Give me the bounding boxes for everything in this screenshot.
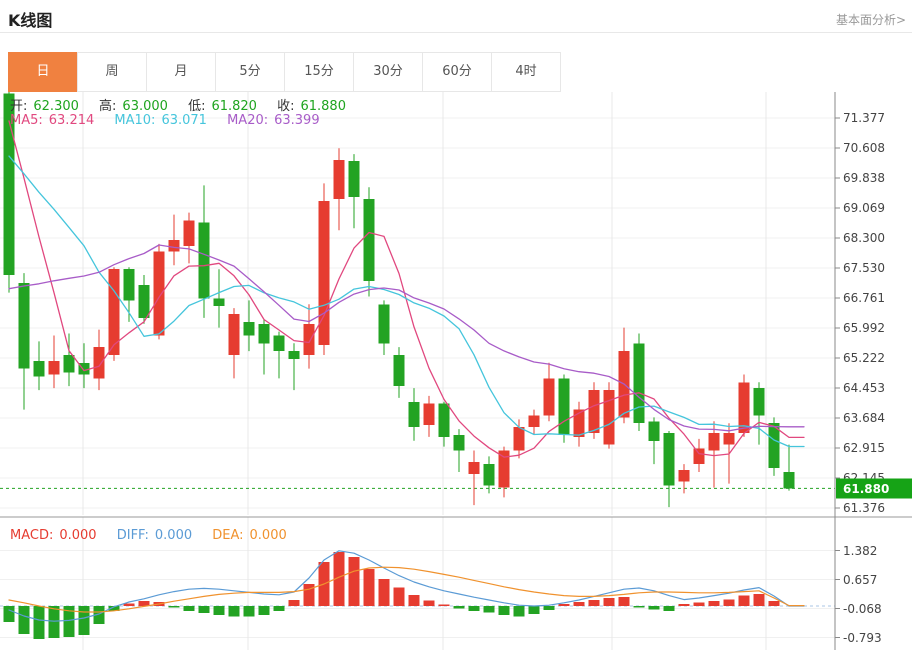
macd-histogram (3, 552, 780, 639)
dea-line (8, 566, 805, 613)
page-header: K线图 基本面分析> (0, 0, 912, 33)
fundamental-analysis-link[interactable]: 基本面分析> (835, 13, 906, 27)
svg-text:62.915: 62.915 (843, 441, 885, 455)
svg-text:71.377: 71.377 (843, 111, 885, 125)
period-tab-0[interactable]: 日 (8, 52, 78, 92)
svg-text:61.880: 61.880 (843, 482, 889, 496)
svg-text:61.376: 61.376 (843, 501, 885, 515)
current-price-badge: 61.880 (836, 478, 912, 499)
ma10-line (8, 155, 805, 448)
ma20-line (8, 244, 805, 432)
svg-text:65.222: 65.222 (843, 351, 885, 365)
svg-text:68.300: 68.300 (843, 231, 885, 245)
period-tab-1[interactable]: 周 (77, 52, 147, 92)
svg-text:1.382: 1.382 (843, 544, 877, 558)
svg-text:-0.068: -0.068 (843, 602, 882, 616)
period-tab-bar: 日周月 5分 15分 30分 60分 4时 (8, 52, 561, 92)
period-tab-5[interactable]: 30分 (353, 52, 423, 92)
period-tab-4[interactable]: 15分 (284, 52, 354, 92)
svg-text:-0.793: -0.793 (843, 631, 882, 645)
period-tab-6[interactable]: 60分 (422, 52, 492, 92)
svg-text:69.838: 69.838 (843, 171, 885, 185)
svg-text:67.530: 67.530 (843, 261, 885, 275)
svg-text:64.453: 64.453 (843, 381, 885, 395)
kline-macd-chart-canvas[interactable]: 71.377 70.608 69.838 69.069 68.300 67.530 66.7… (0, 92, 912, 650)
svg-text:66.761: 66.761 (843, 291, 885, 305)
period-tab-7[interactable]: 4时 (491, 52, 561, 92)
page-title: K线图 (8, 11, 53, 30)
svg-text:65.992: 65.992 (843, 321, 885, 335)
chart-area: 71.377 70.608 69.838 69.069 68.300 67.530 66.7… (0, 92, 912, 650)
svg-text:0.657: 0.657 (843, 573, 877, 587)
svg-text:63.684: 63.684 (843, 411, 885, 425)
candlestick-series (3, 92, 795, 508)
svg-text:70.608: 70.608 (843, 141, 885, 155)
svg-text:69.069: 69.069 (843, 201, 885, 215)
period-tab-2[interactable]: 月 (146, 52, 216, 92)
period-tab-3[interactable]: 5分 (215, 52, 285, 92)
diff-line (8, 550, 805, 622)
